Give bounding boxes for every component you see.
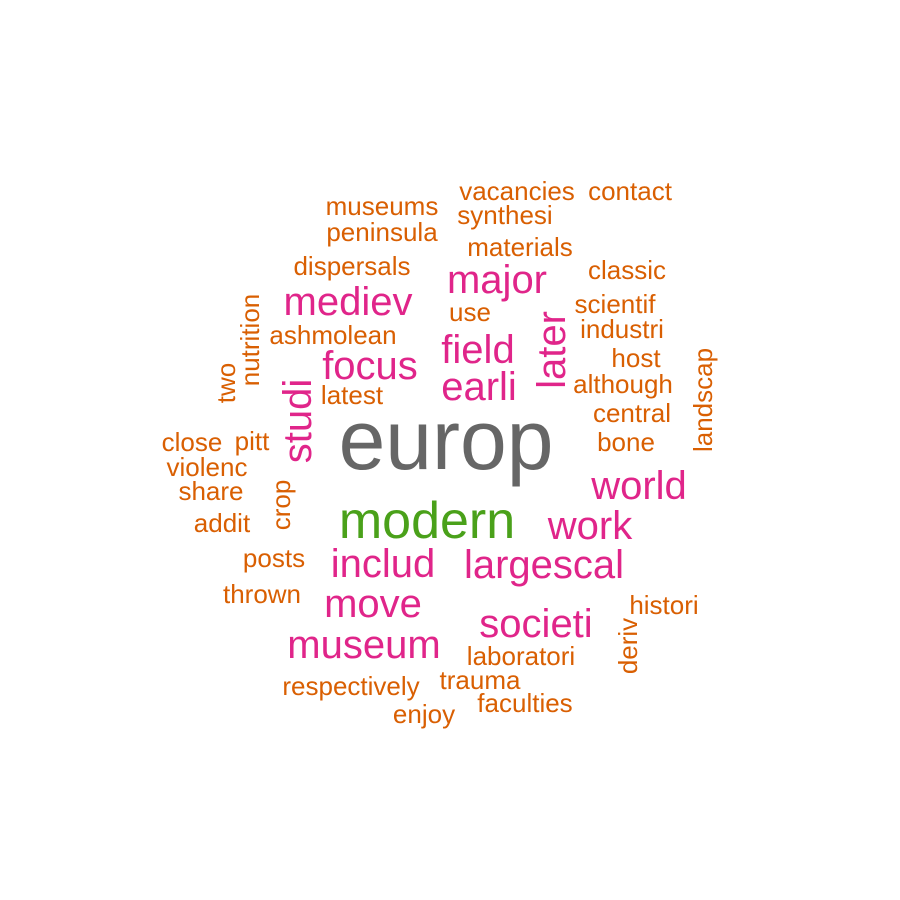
- word-although: although: [573, 369, 673, 399]
- word-work: work: [547, 504, 633, 548]
- word-use: use: [449, 297, 491, 327]
- word-museum: museum: [287, 623, 441, 667]
- word-modern: modern: [338, 492, 516, 550]
- word-posts: posts: [242, 543, 306, 573]
- word-focus: focus: [322, 344, 418, 388]
- word-histori: histori: [629, 590, 699, 620]
- word-dispersals: dispersals: [293, 251, 411, 281]
- word-move: move: [324, 582, 422, 626]
- word-addit: addit: [193, 508, 251, 538]
- word-earli: earli: [441, 365, 517, 409]
- word-industri: industri: [580, 314, 664, 344]
- word-ashmolean: ashmolean: [269, 320, 397, 350]
- word-world: world: [591, 464, 687, 508]
- word-scientif: scientif: [574, 289, 656, 319]
- word-share: share: [178, 476, 244, 506]
- word-pitt: pitt: [234, 426, 270, 456]
- word-crop: crop: [266, 479, 296, 531]
- word-peninsula: peninsula: [326, 217, 438, 247]
- word-central: central: [592, 398, 672, 428]
- word-two: two: [211, 362, 241, 404]
- word-laboratori: laboratori: [466, 641, 576, 671]
- word-field: field: [441, 328, 515, 372]
- word-europ: europ: [338, 393, 554, 487]
- word-museums: museums: [325, 191, 439, 221]
- word-largescal: largescal: [463, 543, 625, 587]
- word-mediev: mediev: [283, 280, 413, 324]
- word-later: later: [530, 311, 574, 389]
- word-studi: studi: [276, 378, 320, 464]
- word-bone: bone: [597, 427, 655, 457]
- word-latest: latest: [320, 380, 384, 410]
- word-contact: contact: [588, 176, 672, 206]
- word-landscap: landscap: [688, 347, 718, 453]
- word-host: host: [611, 343, 661, 373]
- word-deriv: deriv: [613, 617, 643, 675]
- word-trauma: trauma: [439, 665, 521, 695]
- word-classic: classic: [587, 255, 667, 285]
- word-major: major: [446, 258, 548, 302]
- word-includ: includ: [330, 542, 436, 586]
- word-vacancies: vacancies: [459, 176, 575, 206]
- word-thrown: thrown: [222, 579, 302, 609]
- word-close: close: [161, 427, 223, 457]
- word-societi: societi: [479, 602, 593, 646]
- word-respectively: respectively: [282, 671, 420, 701]
- word-enjoy: enjoy: [392, 699, 456, 729]
- word-materials: materials: [467, 232, 573, 262]
- word-violenc: violenc: [166, 452, 248, 482]
- word-faculties: faculties: [477, 688, 573, 718]
- word-synthesi: synthesi: [457, 200, 553, 230]
